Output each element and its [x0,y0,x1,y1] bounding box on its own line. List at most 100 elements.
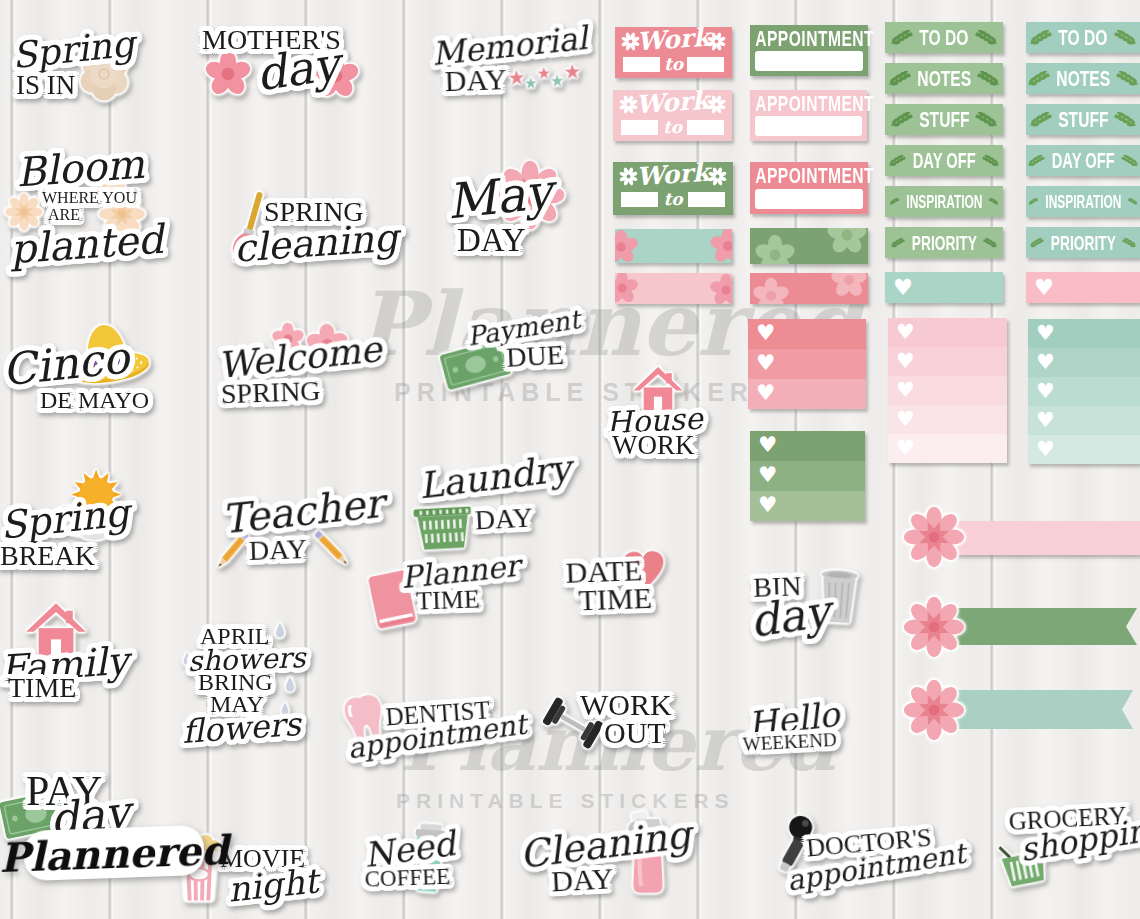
sticker-bloom-planted-text-2: ARE [48,207,80,223]
washi-red-flower-icon [830,273,868,299]
header-appointment-green-write-box [755,51,863,71]
sticker-family-time-text-1: TIME [8,674,76,702]
sticker-spring-cleaning-text-1: cleaning [233,218,399,267]
sticker-may-day: MayDAY [445,166,565,258]
sticker-need-coffee-text-1: COFFEE [364,865,450,891]
sticker-work-out: WORKOUT [542,688,682,756]
washi-teal-flower-icon [615,229,639,263]
header-appointment-pink-write-box [755,189,863,209]
header-work-to-lightpink-label: Work [612,86,732,119]
leaf-sprig-icon [1029,30,1053,46]
heart-icon: ♥ [896,350,915,371]
label-column-green-inspiration: INSPIRATION [885,186,1003,217]
header-work-to-lightpink: Workto [613,90,732,141]
label-column-green-stuff: STUFF [885,104,1003,135]
washi-red [750,273,868,304]
header-work-to-green-label: Work [612,158,733,191]
star-teal-icon [550,74,563,87]
washi-green-flower-icon [826,228,868,256]
header-work-to-green-sub-label: to [613,191,733,208]
sticker-spring-is-in: SpringIS IN [8,30,138,110]
leaf-sprig-icon [1113,30,1137,46]
laundry-basket-icon [412,503,474,552]
heart-checklist-teal-row: ♥ [1028,319,1140,348]
header-appointment-lightpink-write-box [755,116,862,136]
flower-strip-green [946,608,1137,645]
heart-checklist-teal-row: ♥ [1028,406,1140,435]
leaf-sprig-icon [974,30,998,46]
leaf-sprig-icon [890,238,906,248]
label-column-teal-priority: PRIORITY [1026,227,1140,258]
sticker-mothers-day-text-1: day [253,40,341,97]
sticker-april-showers: APRILshowersBRINGMAYflowers [182,620,298,758]
heart-icon: ♥ [896,321,915,342]
flower-strip-teal-flower-icon [905,681,963,739]
heart-checklist-pink-row: ♥ [888,376,1007,405]
leaf-sprig-icon [1029,238,1045,248]
washi-teal [615,229,732,263]
header-work-to-pink: Workto [615,27,732,78]
sticker-family-time: FamilyTIME [0,602,116,706]
heart-checklist-coral-row: ♥ [748,379,866,409]
label-column-teal-inspiration: INSPIRATION [1026,186,1140,217]
sticker-cleaning-day: CleaningDAY [518,806,679,906]
leaf-sprig-icon [888,155,907,167]
leaf-sprig-icon [888,71,912,87]
sticker-cinco-de-mayo: CincoDE MAYO [2,318,152,414]
sticker-welcome-spring-text-1: SPRING [220,377,321,408]
sticker-bloom-planted: BloomWHERE YOUAREplanted [10,148,148,272]
star-pink-icon [537,67,550,80]
sticker-grocery-shopping: GROCERYshopping [994,794,1139,893]
sticker-april-showers-text-4: flowers [181,708,302,748]
heart-icon: ♥ [1036,380,1055,401]
label-column-green-day-off: DAY OFF [885,145,1003,176]
sticker-cinco-de-mayo-text-1: DE MAYO [40,388,149,412]
sticker-bin-day-text-1: day [748,589,833,644]
heart-icon: ♥ [1036,351,1055,372]
flower-strip-pink [946,521,1140,555]
sticker-planner-time-text-1: TIME [416,586,480,614]
heart-icon: ♥ [896,408,915,429]
header-appointment-pink: APPOINTMENT [750,162,868,214]
sticker-laundry-day-text-1: DAY [474,503,533,534]
leaf-sprig-icon [890,30,914,46]
sticker-spring-cleaning: SPRINGcleaning [218,182,373,274]
sticker-dentist-appointment: DENTISTappointment [340,681,504,762]
sticker-bin-day: BINday [746,562,867,658]
leaf-sprig-icon [1028,198,1039,205]
sticker-bloom-planted-text-0: Bloom [15,144,146,193]
leaf-sprig-icon [1113,112,1137,128]
plannered-logo: Plannered [23,825,205,881]
sticker-work-out-text-1: OUT [604,718,666,748]
heart-icon: ♥ [896,379,915,400]
heart-checkbox-teal: ♥ [885,272,1003,303]
flower-strip-teal [946,690,1133,729]
leaf-sprig-icon [1115,71,1139,87]
header-appointment-pink-label: APPOINTMENT [750,166,868,186]
leaf-sprig-icon [889,198,900,205]
sticker-hello-weekend-text-1: WEEKEND [742,730,837,754]
header-work-to-pink-sub-label: to [615,56,732,73]
sticker-may-day-text-0: May [445,167,554,226]
leaf-sprig-icon [1029,112,1053,128]
heart-checklist-coral-row: ♥ [748,349,866,379]
sticker-welcome-spring: WelcomeSPRING [215,319,363,412]
leaf-sprig-icon [1027,155,1046,167]
leaf-sprig-icon [988,198,999,205]
leaf-sprig-icon [1027,71,1051,87]
washi-red-flower-icon [752,277,790,304]
heart-icon: ♥ [1036,409,1055,430]
label-column-green-priority: PRIORITY [885,227,1003,258]
sticker-doctors-appointment: DOCTOR'Sappointment [759,793,938,892]
label-column-teal-day-off: DAY OFF [1026,145,1140,176]
heart-icon: ♥ [896,437,915,458]
heart-checklist-teal-row: ♥ [1028,435,1140,464]
washi-lightpink-flower-icon [709,273,732,304]
sticker-payment-due-text-1: DUE [506,341,565,372]
heart-icon: ♥ [1036,438,1055,459]
sticker-laundry-day: LaundryDAY [408,454,561,554]
raindrop-icon [284,676,296,693]
heart-icon: ♥ [758,434,777,456]
sticker-teacher-day-text-1: DAY [248,535,307,565]
sticker-need-coffee: NeedCOFFEE [363,816,462,901]
